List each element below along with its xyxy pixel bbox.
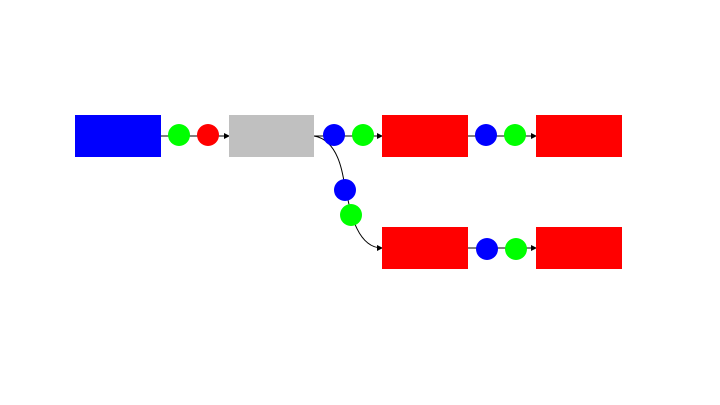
token-n2-n3-2: [352, 124, 374, 146]
tokens-layer: [168, 124, 527, 260]
token-n2-n5-1: [334, 179, 356, 201]
token-n5-n6-1: [476, 238, 498, 260]
node-n6: [536, 227, 622, 269]
node-n3: [382, 115, 468, 157]
token-n3-n4-1: [475, 124, 497, 146]
token-n1-n2-1: [168, 124, 190, 146]
token-n1-n2-2: [197, 124, 219, 146]
node-n1: [75, 115, 161, 157]
node-n2: [229, 115, 314, 157]
nodes-layer: [75, 115, 622, 269]
token-n5-n6-2: [505, 238, 527, 260]
node-n4: [536, 115, 622, 157]
token-n2-n5-2: [340, 204, 362, 226]
token-n2-n3-1: [323, 124, 345, 146]
node-n5: [382, 227, 468, 269]
token-n3-n4-2: [504, 124, 526, 146]
